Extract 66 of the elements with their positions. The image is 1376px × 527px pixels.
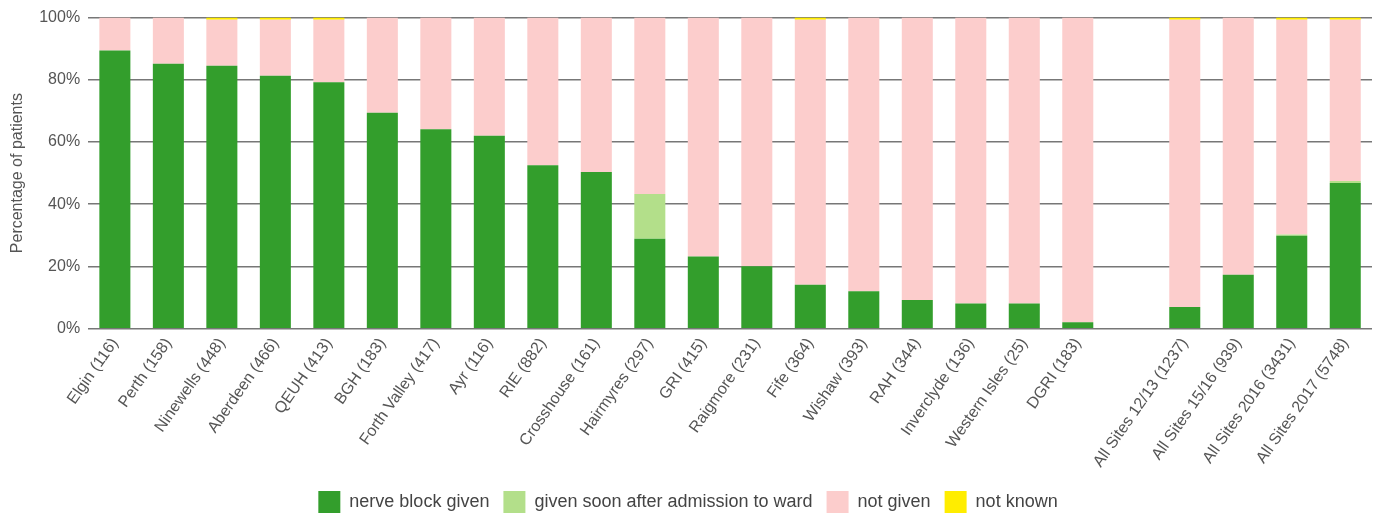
bar — [99, 17, 131, 51]
legend-label: nerve block given — [349, 490, 490, 511]
bar — [206, 65, 238, 328]
bar — [580, 171, 612, 328]
bar — [1276, 19, 1308, 235]
bar — [1222, 17, 1254, 275]
bar — [259, 75, 291, 328]
legend-label: not known — [975, 490, 1058, 511]
bar — [420, 129, 452, 328]
y-tick-label: 0% — [57, 319, 81, 337]
bar — [1169, 19, 1201, 307]
bar — [901, 17, 933, 301]
bar — [99, 50, 131, 328]
bar — [955, 17, 987, 304]
bar — [848, 17, 880, 292]
bar — [152, 63, 184, 328]
legend-label: not given — [857, 490, 931, 511]
bar — [473, 17, 505, 136]
bar — [527, 17, 559, 166]
bar — [1329, 183, 1361, 328]
bar — [206, 17, 238, 20]
bar — [687, 17, 719, 257]
y-tick-label: 40% — [48, 194, 81, 212]
bar — [1008, 303, 1040, 328]
bar — [313, 19, 345, 83]
bar — [420, 17, 452, 130]
bar — [687, 256, 719, 328]
legend-label: given soon after admission to ward — [534, 490, 813, 511]
bar — [634, 193, 666, 239]
y-tick-label: 100% — [39, 8, 81, 26]
bar — [1169, 17, 1201, 20]
bar — [794, 17, 826, 20]
bar — [1008, 17, 1040, 304]
bar — [1329, 17, 1361, 20]
bar — [955, 303, 987, 328]
bar — [527, 165, 559, 328]
bar — [1062, 17, 1094, 323]
bar — [206, 19, 238, 66]
bar — [901, 300, 933, 328]
bar — [741, 17, 773, 267]
bar — [580, 17, 612, 172]
bar — [1062, 322, 1094, 328]
bar — [1169, 306, 1201, 328]
bar — [366, 17, 398, 113]
bar — [741, 266, 773, 328]
bar — [794, 19, 826, 285]
bar — [634, 238, 666, 328]
bar — [1329, 19, 1361, 181]
bar — [1276, 17, 1308, 20]
bar — [1222, 274, 1254, 328]
y-tick-label: 60% — [48, 132, 81, 150]
bar — [1276, 235, 1308, 328]
bar — [152, 17, 184, 64]
bar — [848, 291, 880, 328]
bar — [794, 284, 826, 328]
y-tick-label: 20% — [48, 256, 81, 274]
bar — [259, 17, 291, 20]
bar — [259, 19, 291, 76]
bar — [366, 112, 398, 328]
y-tick-label: 80% — [48, 70, 81, 88]
bar — [313, 82, 345, 328]
bar — [473, 135, 505, 328]
bar — [313, 17, 345, 20]
y-axis-title: Percentage of patients — [8, 93, 26, 254]
bar — [634, 17, 666, 194]
bar — [1329, 180, 1361, 184]
